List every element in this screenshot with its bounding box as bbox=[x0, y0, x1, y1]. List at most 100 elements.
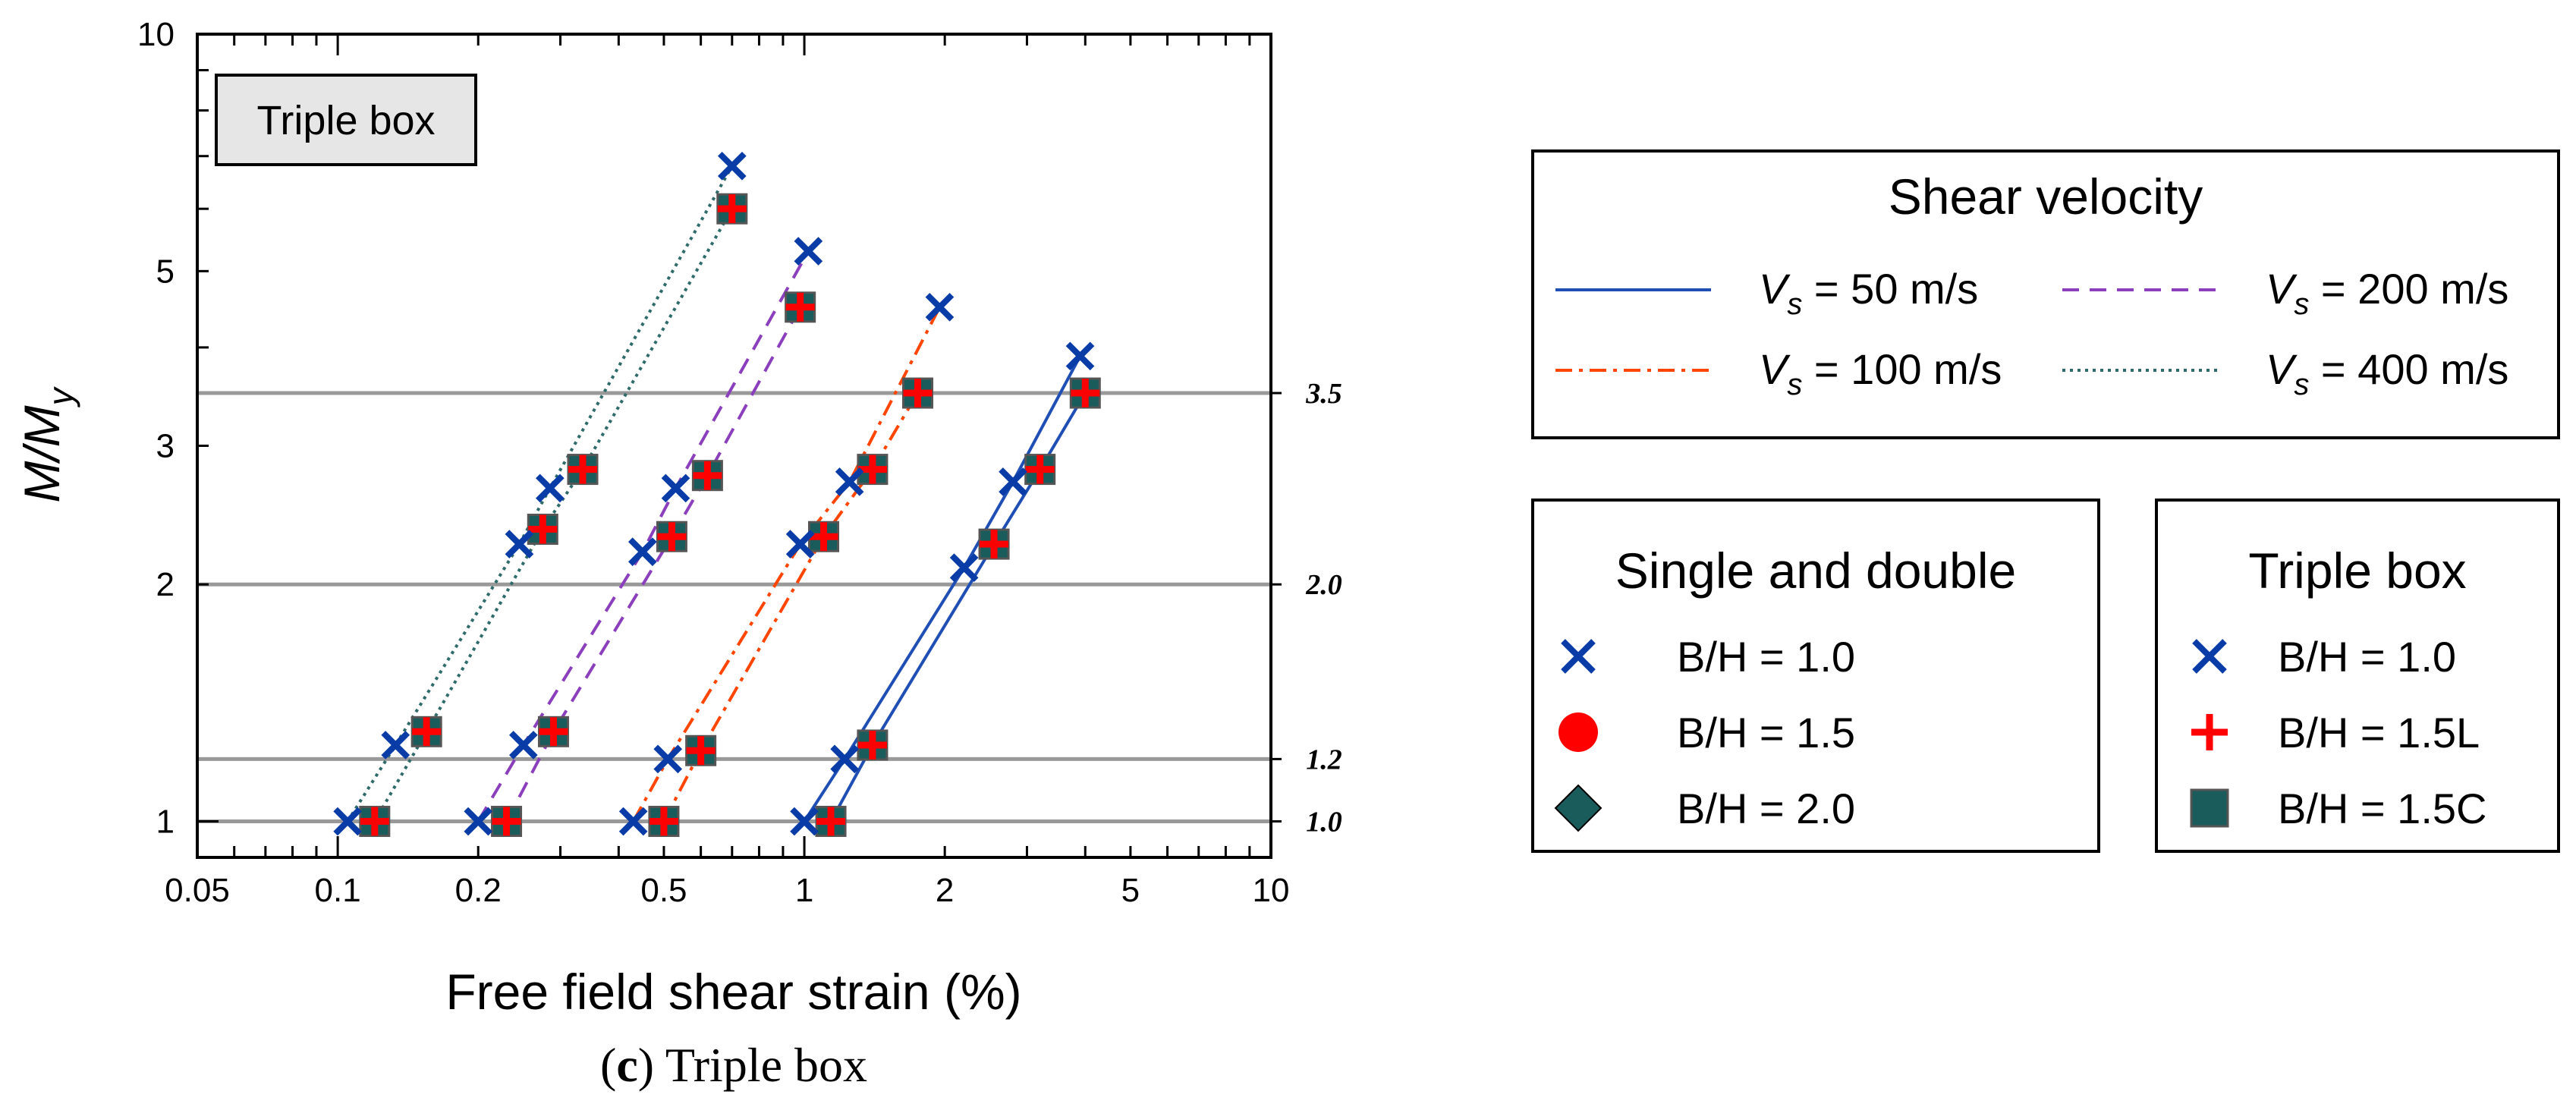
plus-stroke bbox=[539, 717, 568, 747]
marker-bh15l bbox=[360, 807, 389, 836]
y-tick-label: 1 bbox=[156, 804, 175, 841]
marker-bh15l bbox=[857, 454, 887, 484]
series-line-1-bh10 bbox=[631, 306, 942, 822]
legend-single-entry: B/H = 1.5 bbox=[1677, 709, 1855, 756]
panel-label: Triple box bbox=[256, 98, 435, 143]
cross-stroke bbox=[925, 292, 955, 322]
x-axis-label: Free field shear strain (%) bbox=[445, 964, 1021, 1020]
cross-stroke bbox=[835, 467, 864, 496]
legend-triple-entry: B/H = 1.5L bbox=[2278, 709, 2480, 756]
y-tick-label: 2 bbox=[156, 566, 175, 603]
marker-bh10 bbox=[627, 537, 657, 567]
marker-bh10 bbox=[999, 467, 1027, 496]
marker-bh15l bbox=[649, 807, 678, 836]
marker-bh10 bbox=[333, 807, 362, 836]
marker-bh15l bbox=[717, 194, 747, 224]
marker-bh10 bbox=[653, 744, 683, 774]
x-tick-label: 1 bbox=[795, 872, 813, 909]
cross-stroke bbox=[333, 807, 362, 836]
cross-stroke bbox=[508, 731, 538, 760]
cross-stroke bbox=[717, 151, 747, 181]
cross-stroke bbox=[1561, 639, 1596, 674]
y-tick-label: 5 bbox=[156, 253, 175, 290]
marker-bh15l bbox=[539, 717, 568, 747]
plus-stroke bbox=[816, 807, 846, 836]
marker-bh10 bbox=[925, 292, 955, 322]
legend-single-double: Single and double B/H = 1.0 B/H = 1.5 B/H … bbox=[1531, 499, 2100, 853]
figure-caption: (c) Triple box bbox=[600, 1038, 867, 1092]
plus-stroke bbox=[360, 807, 389, 836]
legend-single-title: Single and double bbox=[1615, 543, 2016, 599]
legend-plus-icon bbox=[2191, 714, 2228, 750]
plus-stroke bbox=[903, 379, 933, 408]
legend-shear-title: Shear velocity bbox=[1889, 168, 2203, 225]
legend-shear-entry: Vs = 400 m/s bbox=[2266, 345, 2508, 401]
marker-bh15l bbox=[412, 717, 442, 747]
marker-bh15l bbox=[1071, 379, 1100, 408]
cross-stroke bbox=[618, 807, 648, 836]
marker-bh15l bbox=[785, 292, 815, 322]
marker-bh10 bbox=[508, 731, 538, 760]
legend-triple-entry: B/H = 1.5C bbox=[2278, 785, 2486, 832]
plus-stroke bbox=[1025, 454, 1055, 484]
series-line-0-bh10 bbox=[803, 355, 1082, 822]
panel-label-box bbox=[215, 74, 477, 166]
legend-shear-box bbox=[1531, 149, 2560, 439]
cross-stroke bbox=[661, 473, 690, 503]
plus-stroke bbox=[809, 522, 838, 552]
plus-stroke bbox=[412, 717, 442, 747]
legend-square-icon bbox=[2190, 788, 2229, 828]
marker-bh15l bbox=[809, 522, 838, 552]
marker-bh15l bbox=[903, 379, 933, 408]
cross-stroke bbox=[794, 237, 823, 266]
cross-stroke bbox=[830, 744, 859, 774]
cross-stroke bbox=[535, 473, 565, 503]
marker-bh10 bbox=[794, 237, 823, 266]
marker-bh10 bbox=[835, 467, 864, 496]
legend-shear-entry: Vs = 50 m/s bbox=[1759, 265, 1978, 321]
legend-single-entry: B/H = 2.0 bbox=[1677, 785, 1855, 832]
marker-bh10 bbox=[381, 731, 410, 760]
series-line-3-bh15 bbox=[373, 208, 734, 822]
cross-stroke bbox=[653, 744, 683, 774]
marker-bh10 bbox=[830, 744, 859, 774]
data-markers bbox=[333, 151, 1101, 838]
cross-stroke bbox=[464, 807, 493, 836]
plus-stroke bbox=[785, 292, 815, 322]
legend-triple-title: Triple box bbox=[2248, 543, 2466, 599]
cross-stroke bbox=[1065, 341, 1095, 371]
plus-stroke bbox=[657, 522, 687, 552]
y-axis-label-sub: y bbox=[41, 385, 80, 407]
cross-stroke bbox=[627, 537, 657, 567]
plus-stroke bbox=[686, 736, 716, 766]
x-tick-label: 10 bbox=[1253, 872, 1290, 909]
marker-bh10 bbox=[790, 807, 819, 836]
marker-bh10 bbox=[464, 807, 493, 836]
cross-stroke bbox=[790, 807, 819, 836]
axis-ticks: 0.05 0.1 0.2 0.5 1 2 5 10 1 2 3 5 10 bbox=[137, 16, 1289, 909]
y-axis-label: M/My bbox=[14, 385, 80, 502]
marker-bh10 bbox=[785, 530, 815, 558]
plus-stroke bbox=[693, 461, 722, 490]
plus-stroke bbox=[857, 454, 887, 484]
marker-bh15l bbox=[857, 730, 887, 760]
legend-shear-velocity: Shear velocity Vs = 50 m/s Vs = 100 m/s Vs… bbox=[1531, 149, 2560, 439]
cross-stroke bbox=[949, 553, 979, 583]
cross-stroke bbox=[785, 530, 815, 558]
series-lines bbox=[346, 165, 1087, 822]
svg-text:M/My: M/My bbox=[14, 385, 80, 502]
reference-label: 1.0 bbox=[1306, 807, 1342, 838]
marker-bh10 bbox=[505, 530, 534, 558]
y-tick-label: 3 bbox=[156, 428, 175, 465]
x-tick-label: 0.5 bbox=[640, 872, 687, 909]
x-tick-label: 5 bbox=[1121, 872, 1140, 909]
marker-bh10 bbox=[1065, 341, 1095, 371]
marker-bh15l bbox=[693, 461, 722, 490]
plus-stroke bbox=[980, 530, 1009, 559]
marker-bh15l bbox=[492, 807, 521, 836]
legend-single-box bbox=[1531, 499, 2100, 853]
cross-stroke bbox=[381, 731, 410, 760]
plus-stroke bbox=[717, 194, 747, 224]
marker-bh15l bbox=[528, 514, 558, 544]
caption-letter: c bbox=[616, 1038, 637, 1092]
